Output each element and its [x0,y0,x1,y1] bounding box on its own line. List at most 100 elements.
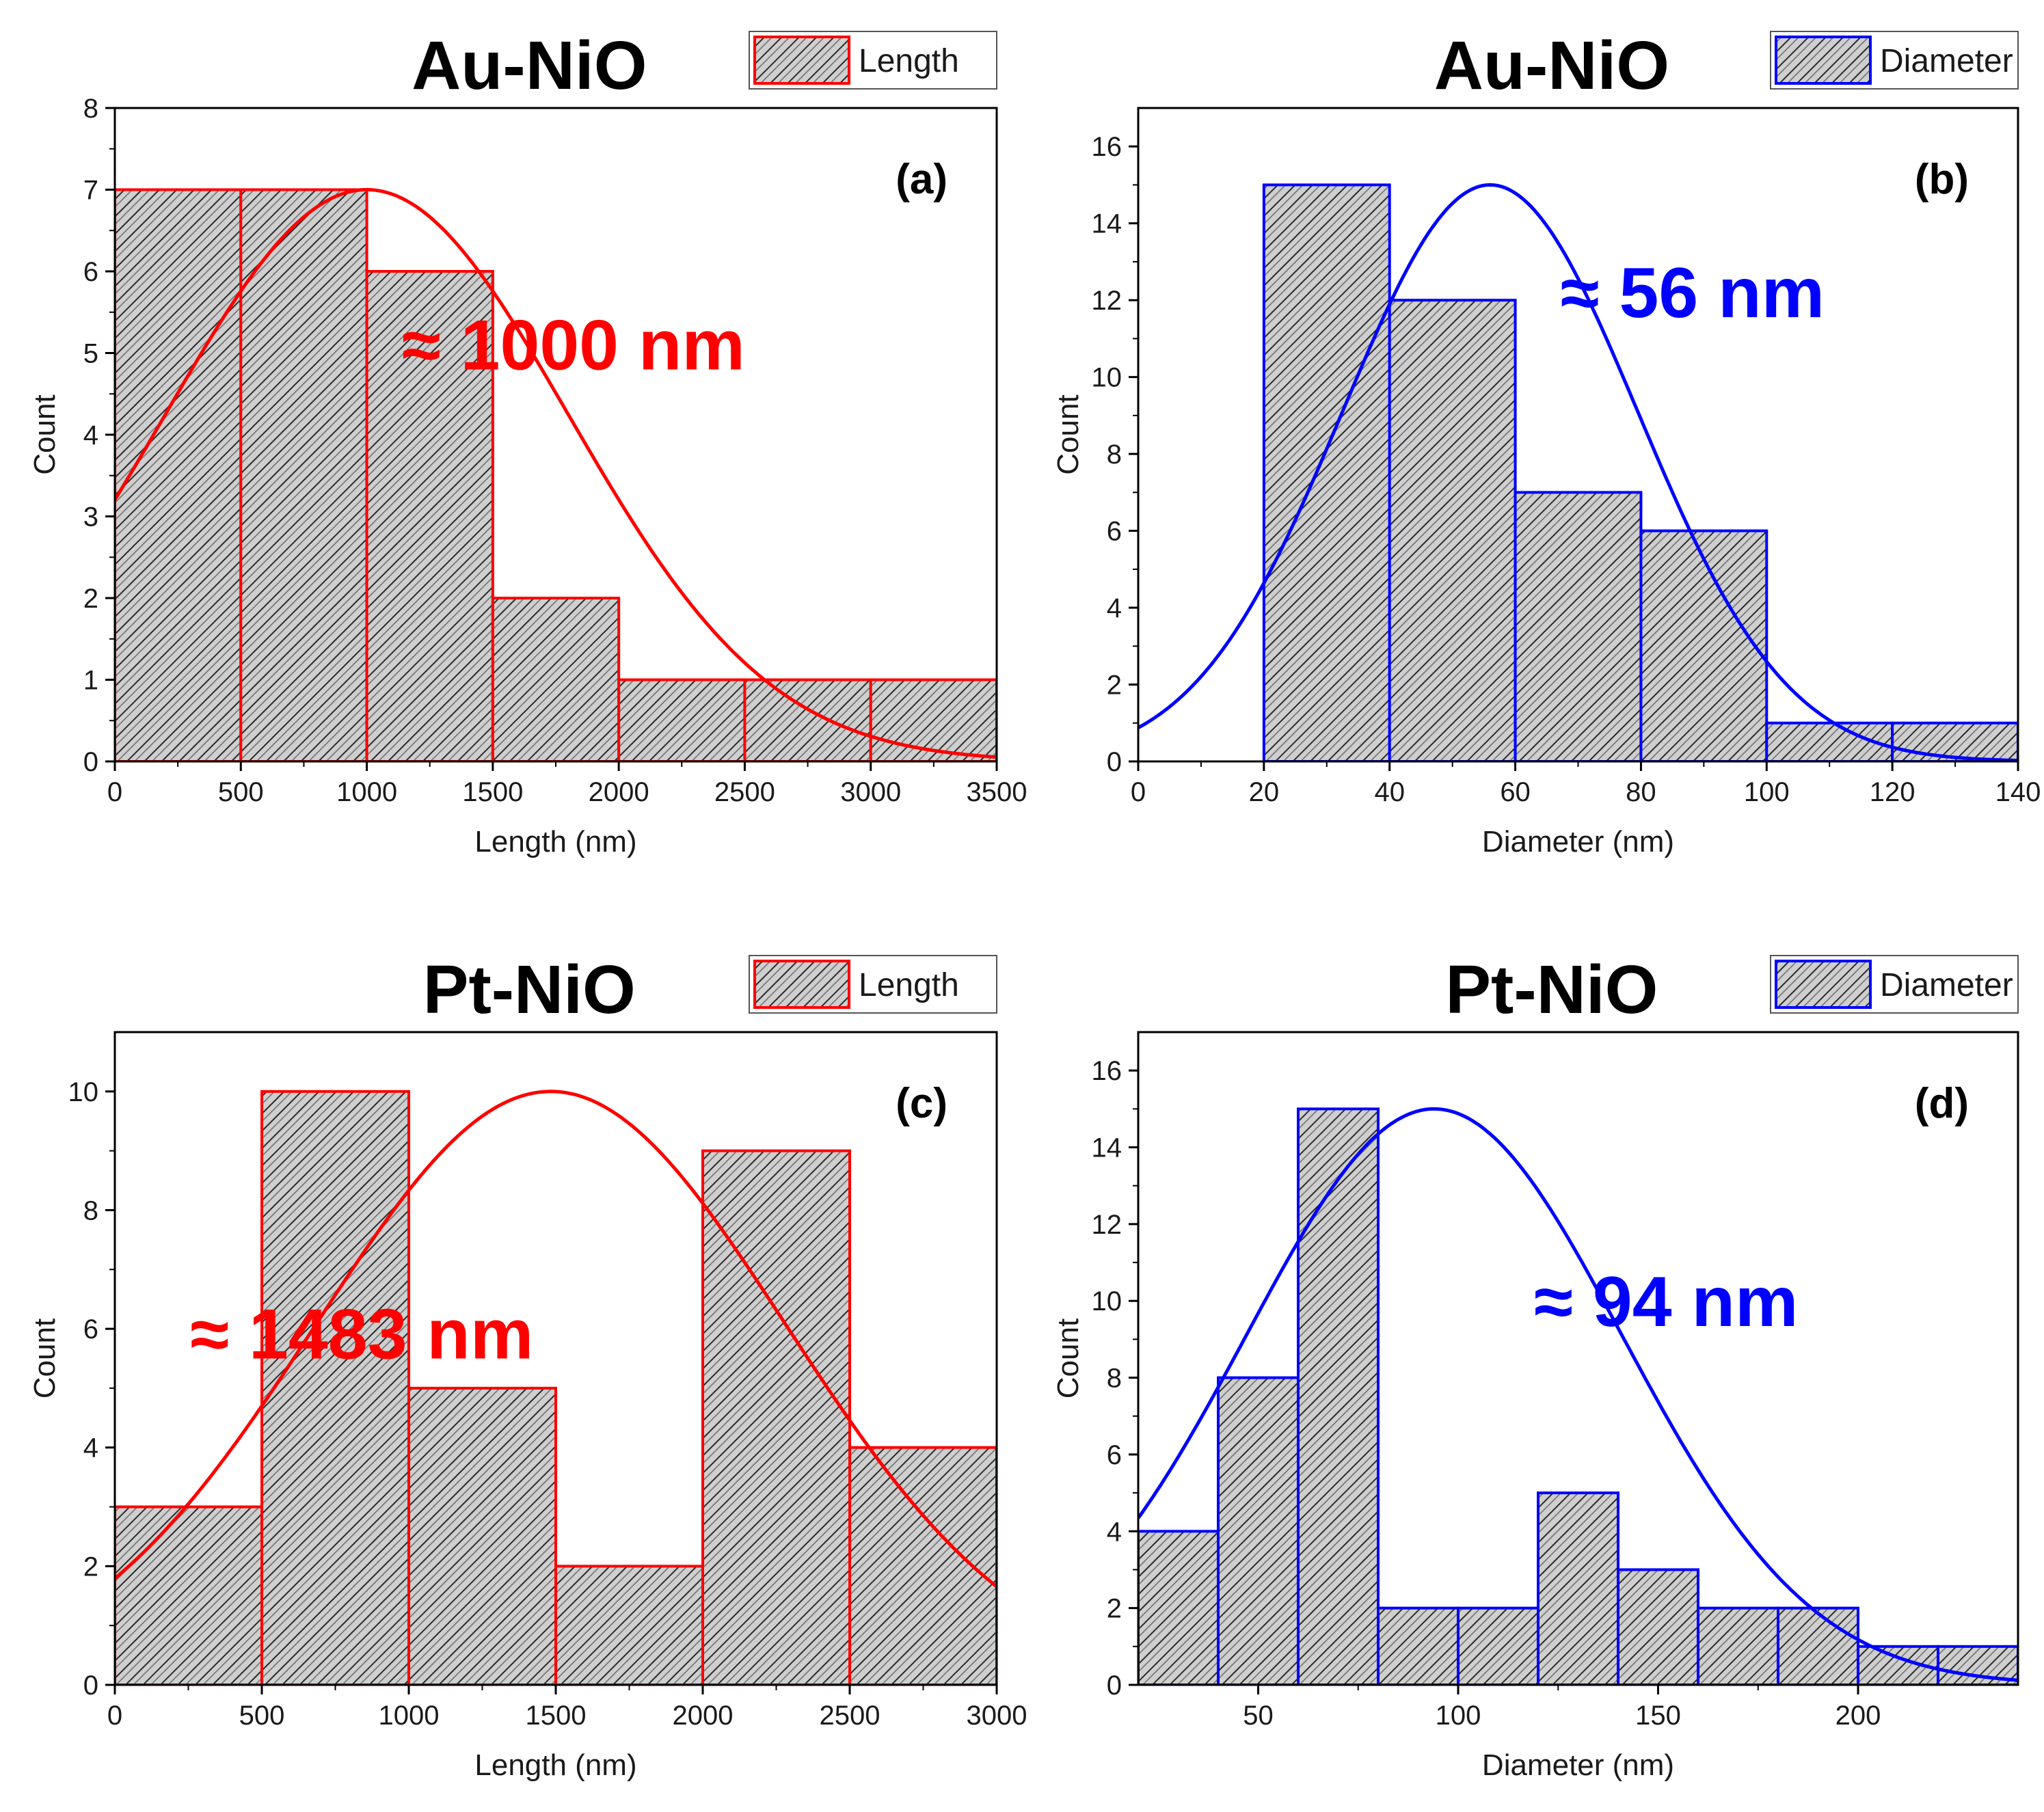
gaussian-fit-line [115,188,997,759]
histogram-bar [1217,1376,1300,1685]
plot-frame [1137,1031,2019,1686]
histogram-bar [365,270,494,761]
y-tick-label: 2 [1107,1594,1122,1624]
gaussian-fit-line [1138,182,2018,761]
y-tick-label: 16 [1092,1056,1122,1086]
histogram-bar [1617,1568,1699,1685]
y-tick-label: 2 [83,584,98,614]
panel-tag: (c) [896,1080,947,1127]
y-tick-label: 0 [83,747,98,777]
x-tick-label: 0 [107,777,122,807]
histogram-bar [1514,491,1643,761]
x-tick-label: 3500 [967,777,1027,807]
y-tick-label: 0 [1107,747,1122,777]
y-axis-label: Count [1051,394,1085,474]
x-tick-label: 1500 [462,777,523,807]
y-axis: 0 2 4 6 8 10 12 14 16 [1092,1056,1138,1701]
legend-swatch [753,960,850,1009]
x-axis-label: Diameter (nm) [1482,1748,1674,1782]
y-axis: 0 2 4 6 8 10 [68,1077,115,1701]
x-tick-label: 3000 [840,777,901,807]
histogram-bar [260,1090,410,1685]
histogram-bar [115,1505,263,1685]
histogram-bar [239,188,368,761]
x-tick-label: 1000 [379,1701,440,1731]
y-tick-label: 14 [1092,1133,1122,1163]
legend-swatch [1775,960,1872,1009]
y-tick-label: 12 [1092,1210,1122,1240]
gaussian-fit-line [1138,1107,2018,1682]
histogram-bars [1138,1107,2018,1685]
x-tick-label: 3000 [967,1701,1027,1731]
y-tick-label: 0 [83,1671,98,1701]
y-tick-label: 6 [83,1314,98,1344]
legend: Diameter [1770,955,2019,1014]
histogram-bar [1639,529,1769,761]
y-tick-label: 12 [1092,286,1122,316]
histogram-bar [1777,1606,1859,1685]
x-tick-label: 500 [218,777,264,807]
y-tick-label: 6 [83,257,98,287]
y-tick-label: 14 [1092,209,1122,239]
histogram-bar [869,678,997,761]
fit-center-annotation: ≈ 1483 nm [190,1295,533,1375]
x-tick-label: 0 [107,1701,122,1731]
panels-layer: 0 500 1000 1500 2000 2500 3000 3500012345678Len… [28,27,2041,1782]
legend-label: Length [859,967,959,1003]
x-axis: 0 500 1000 1500 2000 2500 3000 [107,1685,1027,1731]
legend: Length [749,955,997,1014]
y-tick-label: 16 [1092,132,1122,162]
panel-title: Au-NiO [412,27,647,104]
y-tick-label: 4 [83,1433,98,1463]
x-tick-label: 80 [1626,777,1656,807]
y-tick-label: 3 [83,502,98,532]
y-tick-label: 2 [83,1552,98,1582]
x-tick-label: 500 [239,1701,285,1731]
legend-label: Diameter [1880,43,2013,79]
y-tick-label: 4 [1107,1517,1122,1547]
x-tick-label: 50 [1243,1701,1274,1731]
fit-center-annotation: ≈ 94 nm [1534,1262,1799,1342]
x-tick-label: 100 [1436,1701,1481,1731]
x-tick-label: 2000 [589,777,649,807]
legend-swatch [1775,36,1872,85]
panel-b: 0 20 40 60 80 100 120 140 0 2 4 6 8 10 12 14 16 Diameter … [1051,27,2041,858]
x-tick-label: 150 [1635,1701,1681,1731]
x-tick-label: 20 [1249,777,1280,807]
x-tick-label: 2500 [714,777,775,807]
fit-center-annotation: ≈ 1000 nm [402,306,745,385]
histogram-bar [617,678,747,761]
histogram-bar [1697,1606,1779,1685]
panel-tag: (b) [1915,156,1969,203]
x-tick-label: 140 [1995,777,2041,807]
y-tick-label: 10 [1092,363,1122,393]
x-axis: 50 100 150 200 [1243,1685,1881,1731]
histogram-bar [1457,1606,1539,1685]
legend-label: Diameter [1880,967,2013,1003]
legend-swatch [753,36,850,85]
x-axis: 0 20 40 60 80 100 120 140 [1131,761,2041,807]
panel-title: Pt-NiO [423,951,636,1028]
histogram-bars [1262,183,2018,761]
y-axis-label: Count [28,1319,62,1398]
histogram-bar [1138,1530,1220,1685]
x-tick-label: 60 [1500,777,1531,807]
histogram-bar [491,597,621,761]
panel-c: 0 500 1000 1500 2000 2500 3000 0 2 4 6 8 10 Length (n… [28,951,1027,1782]
histogram-bars [115,1090,997,1685]
y-tick-label: 8 [83,94,98,124]
x-axis: 0 500 1000 1500 2000 2500 3000 3500 [107,761,1027,807]
x-tick-label: 1500 [526,1701,587,1731]
y-axis: 0 2 4 6 8 10 12 14 16 [1092,132,1138,777]
histogram-bar [743,678,872,761]
y-tick-label: 4 [1107,593,1122,623]
fit-center-annotation: ≈ 56 nm [1561,254,1825,333]
y-tick-label: 8 [1107,1364,1122,1394]
panel-title: Au-NiO [1434,27,1669,104]
x-tick-label: 120 [1870,777,1915,807]
y-tick-label: 5 [83,339,98,369]
panel-tag: (a) [896,156,947,203]
histogram-bar [115,188,243,761]
x-tick-label: 2000 [673,1701,734,1731]
